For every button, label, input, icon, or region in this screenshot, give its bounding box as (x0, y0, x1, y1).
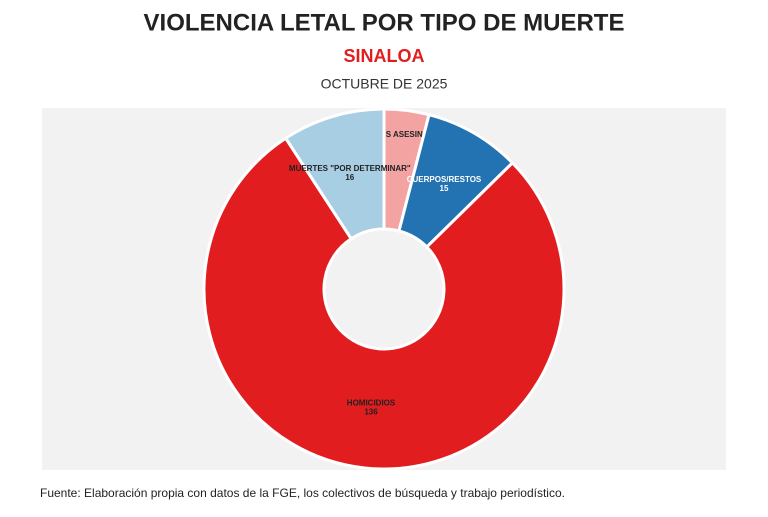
slice-value: 16 (345, 173, 354, 182)
slice (283, 107, 386, 241)
slice-label: HOMICIDIOS (347, 398, 396, 407)
slice-label: MUERTES "POR DETERMINAR" (289, 164, 411, 173)
source-note: Fuente: Elaboración propia con datos de … (40, 486, 565, 500)
chart-date: OCTUBRE DE 2025 (321, 76, 448, 92)
chart-title: VIOLENCIA LETAL POR TIPO DE MUERTE (144, 9, 625, 36)
slice (202, 136, 566, 471)
slice-value: 136 (364, 407, 378, 416)
slice-value: 15 (440, 184, 449, 193)
chart-subtitle: SINALOA (344, 46, 425, 66)
slice-label: AGENTES ASESINADOS (352, 130, 446, 139)
slice-label: CUERPOS/RESTOS (407, 175, 482, 184)
